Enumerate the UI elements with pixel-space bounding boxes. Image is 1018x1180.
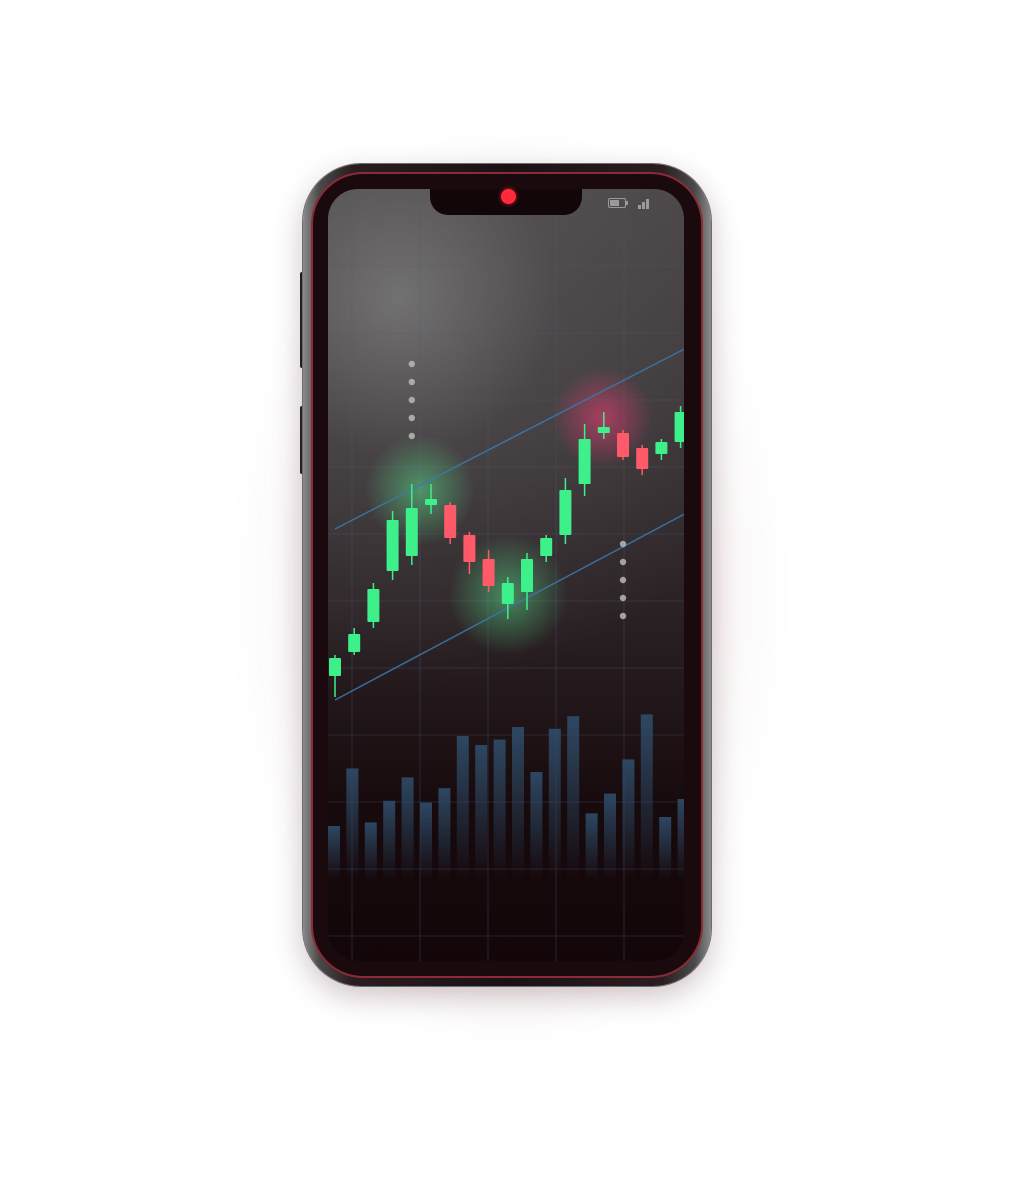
candle-bullish (559, 478, 572, 544)
volume-bar (420, 802, 432, 880)
candle-bullish (655, 439, 668, 460)
candle-body (636, 448, 649, 469)
candle-body (386, 520, 399, 571)
indicator-dot (408, 414, 415, 422)
volume-bar (548, 728, 561, 880)
indicator-dot (408, 396, 415, 404)
chart-area (328, 189, 684, 961)
volume-bar (659, 817, 672, 880)
candle-bullish (386, 511, 399, 580)
volume-bar (328, 826, 340, 880)
indicator-dot (619, 558, 627, 566)
candle-body (367, 589, 380, 622)
candlesticks (329, 406, 684, 697)
volume-bar (530, 772, 543, 880)
candle-bullish (367, 583, 380, 628)
volume-bar (364, 822, 377, 880)
candle-bullish (540, 535, 553, 562)
candle-body (444, 505, 457, 538)
volume-down-button[interactable] (300, 406, 304, 474)
indicator-dot (619, 576, 627, 584)
volume-bar (475, 745, 488, 880)
candle-body (463, 535, 476, 562)
candle-bullish (674, 406, 684, 448)
volume-bar (383, 800, 396, 880)
candle-body (521, 559, 533, 592)
candle-bullish (578, 424, 591, 496)
candle-bearish (444, 502, 457, 544)
indicator-dot (408, 378, 415, 386)
candle-bullish (329, 655, 341, 697)
volume-bar (493, 739, 506, 880)
battery-icon (608, 198, 628, 208)
volume-bar (622, 759, 635, 880)
candle-body (597, 427, 610, 433)
volume-bar (604, 793, 616, 880)
candle-body (482, 559, 495, 586)
candle-bearish (463, 532, 476, 574)
candle-bullish (501, 577, 514, 619)
candle-body (655, 442, 668, 454)
candle-bullish (405, 484, 418, 565)
volume-bar (401, 777, 414, 880)
candle-body (674, 412, 684, 442)
volume-bar (677, 799, 684, 880)
front-camera (501, 189, 516, 204)
dot-indicators (408, 360, 627, 620)
candle-body (348, 634, 361, 652)
glow-green (365, 435, 475, 545)
candle-body (578, 439, 591, 484)
volume-bar (567, 716, 580, 880)
indicator-dot (619, 594, 627, 602)
volume-bar (346, 768, 359, 880)
volume-bar (438, 788, 451, 880)
volume-bars (328, 714, 684, 880)
volume-bar (456, 736, 469, 880)
trend-channel-upper (334, 345, 684, 530)
indicator-dot (619, 612, 627, 620)
candle-body (425, 499, 437, 505)
candle-body (405, 508, 418, 556)
volume-up-button[interactable] (300, 272, 304, 368)
candle-body (617, 433, 629, 457)
candle-bullish (425, 484, 437, 514)
candle-body (540, 538, 553, 556)
candle-bullish (521, 553, 533, 610)
signal-icon (638, 197, 652, 209)
indicator-dot (619, 540, 627, 548)
candle-bullish (348, 628, 361, 655)
candle-bearish (636, 445, 649, 475)
volume-bar (585, 813, 598, 880)
indicator-dot (408, 360, 415, 368)
volume-bar (512, 727, 524, 880)
status-bar (608, 197, 652, 209)
candle-body (329, 658, 341, 676)
candle-body (501, 583, 514, 604)
volume-bar (640, 714, 653, 880)
candle-body (559, 490, 572, 535)
indicator-dot (408, 432, 415, 440)
candle-bullish (597, 412, 610, 439)
candle-bearish (482, 550, 495, 592)
trend-channel-lower (334, 510, 684, 701)
trend-channel (334, 345, 684, 701)
candle-bearish (617, 430, 629, 460)
